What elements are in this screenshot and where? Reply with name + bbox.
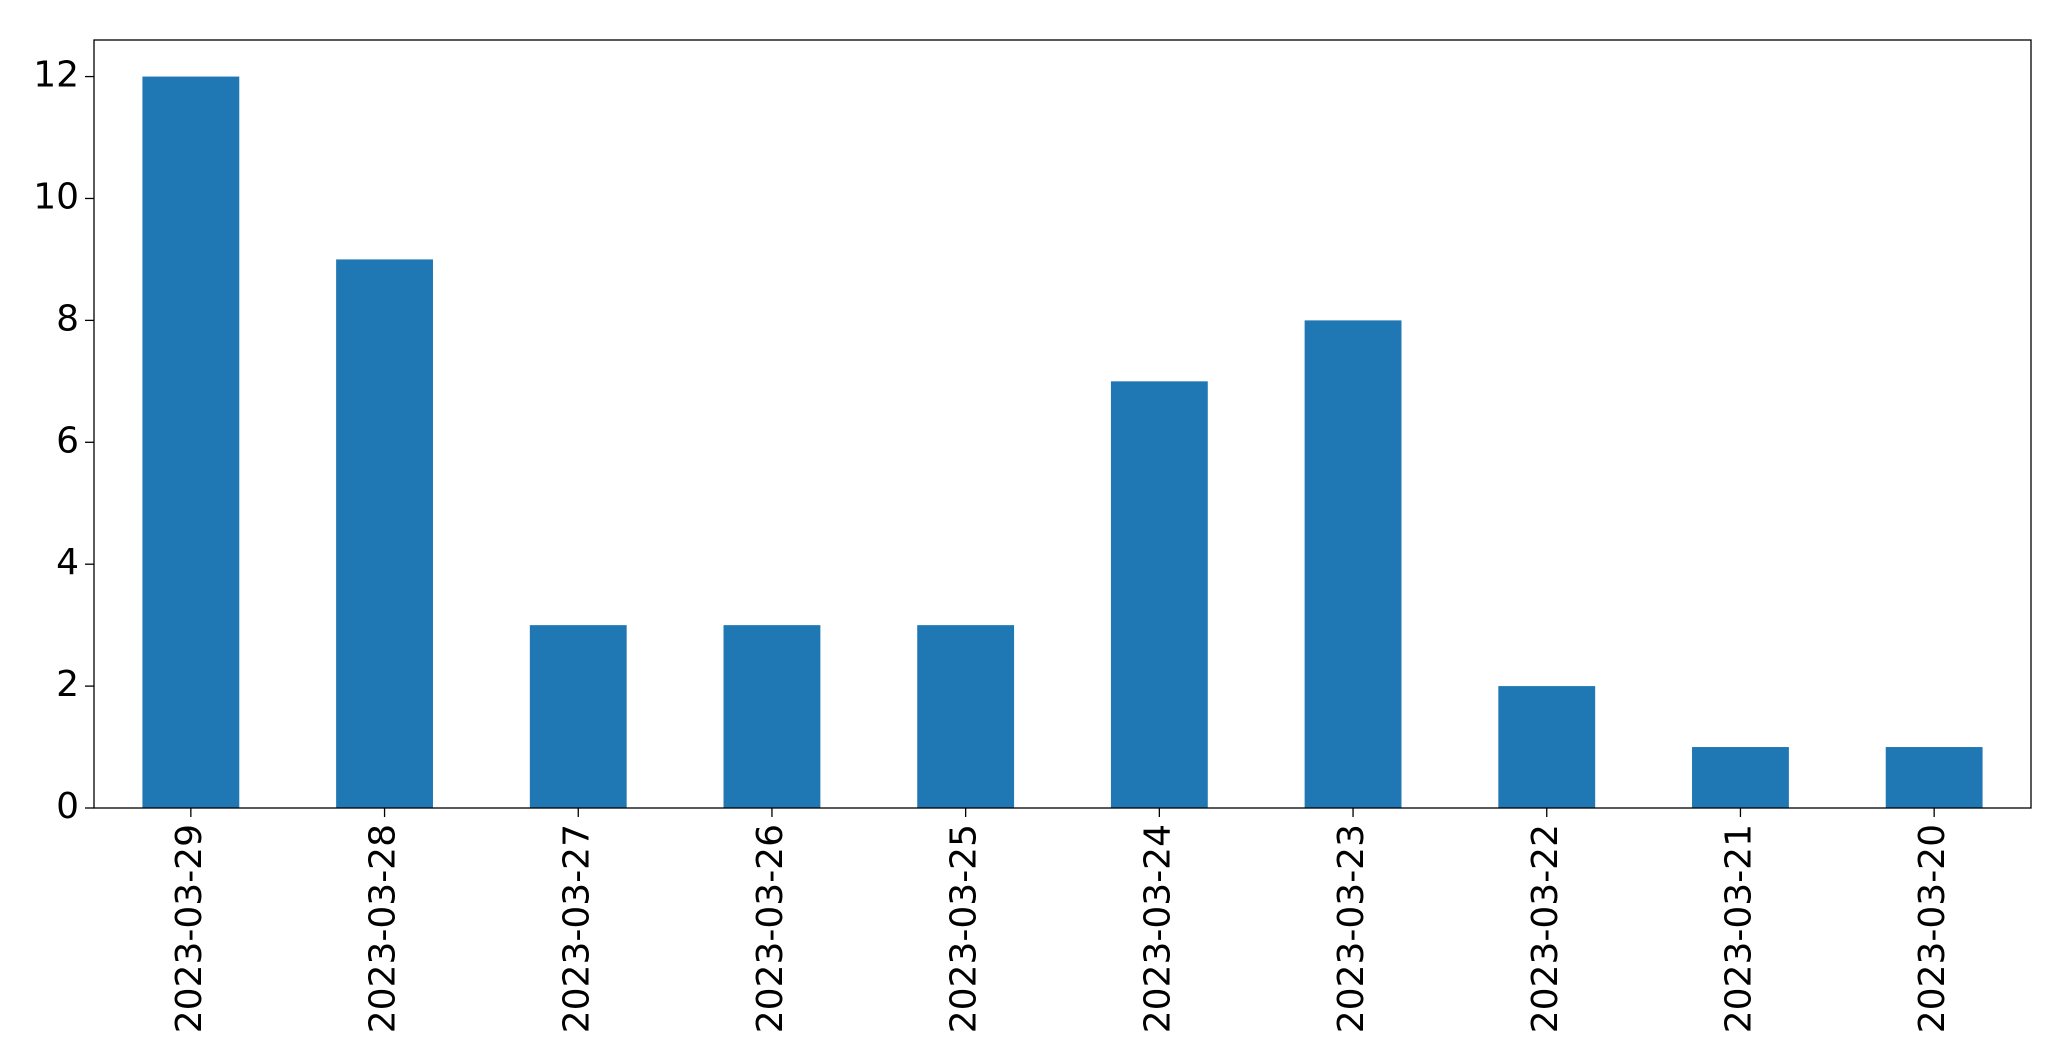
bar	[1304, 320, 1402, 808]
x-tick-label: 2023-03-27	[556, 824, 597, 1033]
bar	[917, 625, 1015, 808]
bar	[1110, 381, 1208, 808]
y-tick-label: 6	[56, 420, 79, 461]
bar	[1885, 747, 1983, 808]
bar	[723, 625, 821, 808]
x-tick-label: 2023-03-29	[169, 824, 210, 1033]
x-tick-label: 2023-03-20	[1912, 824, 1953, 1033]
bar	[1498, 686, 1596, 808]
y-tick-label: 12	[33, 55, 79, 96]
bar	[142, 76, 240, 809]
x-tick-label: 2023-03-25	[944, 824, 985, 1033]
x-tick-label: 2023-03-24	[1137, 824, 1178, 1033]
plot-frame	[93, 39, 2032, 809]
bar	[336, 259, 433, 808]
x-tick-label: 2023-03-28	[363, 824, 404, 1033]
y-tick-label: 4	[56, 542, 79, 583]
x-tick-label: 2023-03-23	[1331, 824, 1372, 1033]
x-tick-label: 2023-03-26	[750, 824, 791, 1033]
bar	[529, 625, 627, 808]
y-tick-label: 0	[56, 786, 79, 827]
y-tick-label: 2	[56, 664, 79, 705]
y-tick-label: 10	[33, 176, 79, 217]
bar	[1692, 747, 1789, 808]
y-tick-label: 8	[56, 298, 79, 339]
x-tick-label: 2023-03-21	[1718, 824, 1759, 1033]
x-tick-label: 2023-03-22	[1525, 824, 1566, 1033]
